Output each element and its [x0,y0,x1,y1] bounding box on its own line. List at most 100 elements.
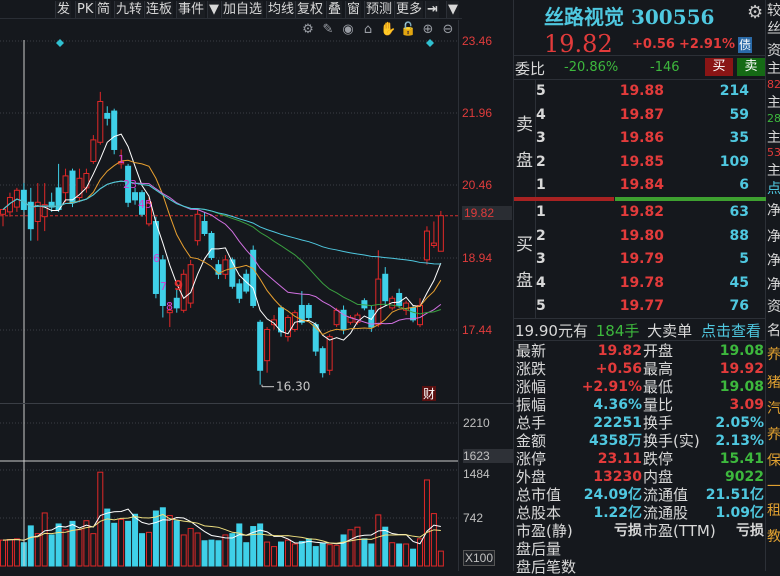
toolbar-item-8[interactable]: 均线 [266,1,296,18]
volume-bar [180,534,187,567]
candle-body [396,292,403,306]
bids-row[interactable]: 5 19.77 76 [536,298,766,318]
menu-icon[interactable]: ▼ [446,1,459,18]
toolbar-item-3[interactable]: 九转 [114,1,144,18]
volume-bar [139,533,145,567]
sell-button[interactable]: 卖 [737,58,765,76]
big-order-price: 19.90元有 [515,322,588,340]
order-price: 19.84 [619,177,664,193]
bids-row[interactable]: 2 19.80 88 [536,228,766,248]
side-strip-text: 汽 [767,401,780,417]
eye-icon[interactable]: ◉ [342,22,354,37]
candle [264,327,271,373]
toolbar-item-12[interactable]: 预测 [364,1,394,18]
bids-row[interactable]: 4 19.78 45 [536,275,766,295]
lock-icon[interactable]: 🔓 [400,22,417,37]
stat-label: 市盈(静) [516,522,573,540]
volume-bar [264,541,271,567]
stat-label: 金额 [516,432,547,450]
order-volume: 214 [719,83,749,99]
stat-label: 总手 [516,414,547,432]
volume-bar [55,523,62,567]
bids-row[interactable]: 3 19.79 5 [536,251,766,271]
zoom-out-icon[interactable]: ⊖ [442,22,454,37]
side-strip-text: 教 [767,529,780,545]
stat-label: 最新 [516,342,547,360]
side-strip-text: 净 [767,253,780,269]
toolbar-item-7[interactable]: 加自选 [221,1,264,18]
ma30-line [2,180,442,315]
candle-body [326,336,333,371]
candle-body [41,204,48,218]
event-marker-icon[interactable] [426,39,434,47]
price-change: +0.56 [632,37,675,52]
candle [236,279,243,304]
volume-bar [118,518,125,567]
side-strip-text: 资 [767,299,780,315]
bids-row[interactable]: 1 19.82 63 [536,204,766,224]
candle-body [305,304,312,318]
toolbar-item-5[interactable]: 事件 [176,1,206,18]
level-number: 3 [536,130,546,146]
toolbar-item-10[interactable]: 叠 [326,1,343,18]
asks-row[interactable]: 3 19.86 35 [536,130,766,150]
gear-icon[interactable]: ⚙ [747,2,764,23]
order-volume: 76 [729,298,749,314]
candle [430,221,437,248]
asks-row[interactable]: 1 19.84 6 [536,177,766,197]
candle-body [187,264,194,304]
pane-divider [0,403,513,404]
volume-bar [215,540,222,567]
stat-label: 换手(实) [643,432,700,450]
view-big-order-link[interactable]: 点击查看 [701,322,762,340]
bond-badge[interactable]: 债 [738,37,752,53]
volume-bar [417,538,423,567]
event-marker-icon[interactable] [56,39,64,47]
earnings-badge[interactable] [422,386,436,401]
stat-label: 市盈(TTM) [643,522,716,540]
stat-label: 外盘 [516,468,547,486]
asks-row[interactable]: 5 19.88 214 [536,83,766,103]
toolbar-item-0[interactable]: 发 [55,1,72,18]
stat-label: 内盘 [643,468,674,486]
candle-body [312,324,319,352]
stat-value: 21.51亿 [705,487,764,503]
candle [166,303,173,328]
order-volume: 88 [729,227,749,244]
toolbar-item-13[interactable]: 更多 [394,1,424,18]
pen-icon[interactable]: ✎ [322,22,334,37]
gear-icon[interactable]: ⚙ [302,22,314,37]
toolbar-item-2[interactable]: 简 [95,1,112,18]
candle-body [382,273,389,302]
candle [208,231,215,260]
hand-icon[interactable]: ✋ [380,22,397,37]
toolbar-item-9[interactable]: 复权 [295,1,325,18]
side-strip-text: 82 [767,78,780,91]
candle [319,346,326,378]
volume-axis-label: 2210 [463,416,490,430]
volume-chart[interactable] [0,405,460,571]
buy-button[interactable]: 买 [705,58,733,76]
toolbar-item-1[interactable]: PK [75,1,95,18]
collapse-icon[interactable]: ⇥ [425,1,439,18]
stat-value: 23.11 [597,451,642,467]
stat-value [574,558,642,576]
order-volume: 59 [729,106,749,123]
zoom-in-icon[interactable]: ⊕ [422,22,434,37]
price-axis-label: 21.96 [462,106,493,120]
stat-value: 22251 [593,415,642,431]
toolbar-item-4[interactable]: 连板 [144,1,174,18]
stat-value: 1.22亿 [593,505,642,521]
toolbox-icon[interactable]: ⌂ [363,22,373,37]
toolbar-item-6[interactable]: ▼ [207,1,220,18]
order-volume: 35 [729,130,749,146]
candle [354,312,361,325]
candle-body [250,249,257,306]
candle-body [271,319,278,326]
asks-row[interactable]: 2 19.85 109 [536,154,766,174]
asks-row[interactable]: 4 19.87 59 [536,107,766,127]
toolbar-item-11[interactable]: 窗 [345,1,362,18]
level-number: 2 [536,227,546,244]
side-strip-text: 资 [767,43,780,59]
